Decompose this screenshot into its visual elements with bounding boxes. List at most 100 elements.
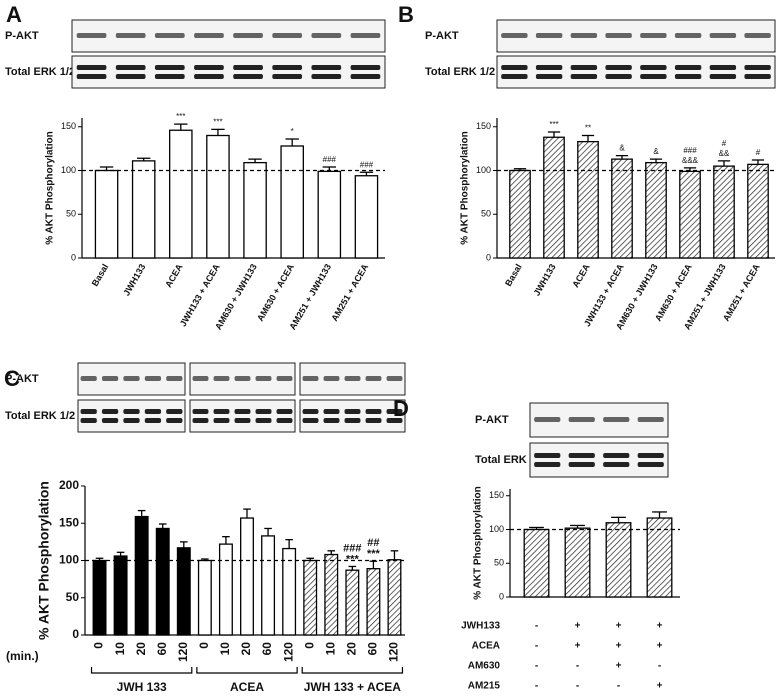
panel-letter: C [4,366,20,391]
y-tick-label: 200 [59,478,79,492]
bar [317,170,342,259]
bar [282,547,297,636]
blot-label: P-AKT [475,414,509,426]
blot-band [568,417,595,422]
annotation: *** [213,117,222,126]
group-label: ACEA [230,680,264,694]
blot-band [386,376,403,381]
x-tick-label: 0 [92,642,106,649]
treatment-cell: - [535,681,538,692]
blot-band [637,462,664,467]
annotation: ### [323,155,337,164]
blot-band [123,376,140,381]
blot-band [233,74,263,79]
annotation: &&& [682,156,699,165]
treatment-cell: - [535,641,538,652]
blot-band [535,65,563,70]
blot-band [674,33,702,38]
treatment-cell: + [616,641,622,652]
y-tick-label: 50 [481,209,491,219]
y-axis-label: % AKT Phosphorylation [473,486,484,600]
blot-band [350,65,381,70]
blot-band [213,376,230,381]
bar [509,169,531,259]
x-tick-label: 0 [302,642,316,649]
blot-band [233,33,263,38]
blot-band [568,462,595,467]
blot-band [233,65,263,70]
blot-band [534,453,561,458]
y-tick-label: 50 [66,590,80,604]
blot-label: Total ERK 1/2 [425,66,495,78]
annotation: * [291,127,294,136]
bar [564,527,591,598]
annotation: ### [683,146,697,155]
annotation: ### [360,160,374,169]
blot-band [234,409,251,414]
blot-band [194,74,224,79]
blot-band [344,418,361,423]
x-tick-label: JWH133 [532,262,558,297]
treatment-cell: + [657,641,663,652]
treatment-cell: + [657,621,663,632]
x-tick-label: AM630 + ACEA [653,262,694,323]
blot-band [501,74,528,79]
blot-band [272,33,303,38]
blot-band [101,409,119,414]
blot-band [76,65,107,70]
bar [354,175,379,259]
panel: A P-AKT Total ERK 1/2 0 50 100 150 % AKT Phosph… [5,2,386,332]
bar [387,559,402,636]
blot-band [709,74,737,79]
bar [303,559,318,636]
x-tick-label: AM251 + ACEA [721,262,762,323]
y-tick-label: 150 [489,490,504,500]
blot-band [80,409,97,414]
treatment-cell: - [535,621,538,632]
bar [543,136,565,259]
blot-band [154,33,185,38]
panel-letter: A [6,2,22,27]
blot-band [568,453,595,458]
treatment-cell: + [616,661,622,672]
bar [243,161,267,259]
blot-band [311,33,342,38]
blot-band [605,74,632,79]
blot-band [640,74,667,79]
y-axis-label: % AKT Phosphorylation [36,481,52,640]
x-tick-label: 60 [155,642,169,656]
blot-band [534,462,561,467]
blot-band [311,65,342,70]
x-tick-label: Basal [90,262,111,288]
blot-label: P-AKT [5,373,39,385]
bar [134,515,149,636]
blot-band [323,376,340,381]
blot-band [144,418,162,423]
y-axis-label: % AKT Phosphorylation [45,131,56,245]
blot-band [365,376,382,381]
bar [92,559,107,636]
annotation: *** [176,112,185,121]
treatment-cell: + [616,621,622,632]
bar [366,568,381,636]
blot-band [194,65,224,70]
blot-band [605,65,632,70]
x-tick-label: 120 [176,642,190,662]
group-bracket [196,667,298,674]
bar [523,528,550,598]
blot-band [344,376,361,381]
blot-band [154,74,185,79]
blot-band [674,65,702,70]
blot-band [166,418,183,423]
blot-band [534,417,561,422]
treatment-cell: - [658,661,661,672]
treatment-cell: + [575,621,581,632]
blot-band [234,418,251,423]
group-bracket [90,667,193,674]
blot-band [166,376,183,381]
blot-band [115,33,146,38]
bar [747,163,769,259]
blot-band [323,409,340,414]
x-tick-label: 20 [239,642,253,656]
